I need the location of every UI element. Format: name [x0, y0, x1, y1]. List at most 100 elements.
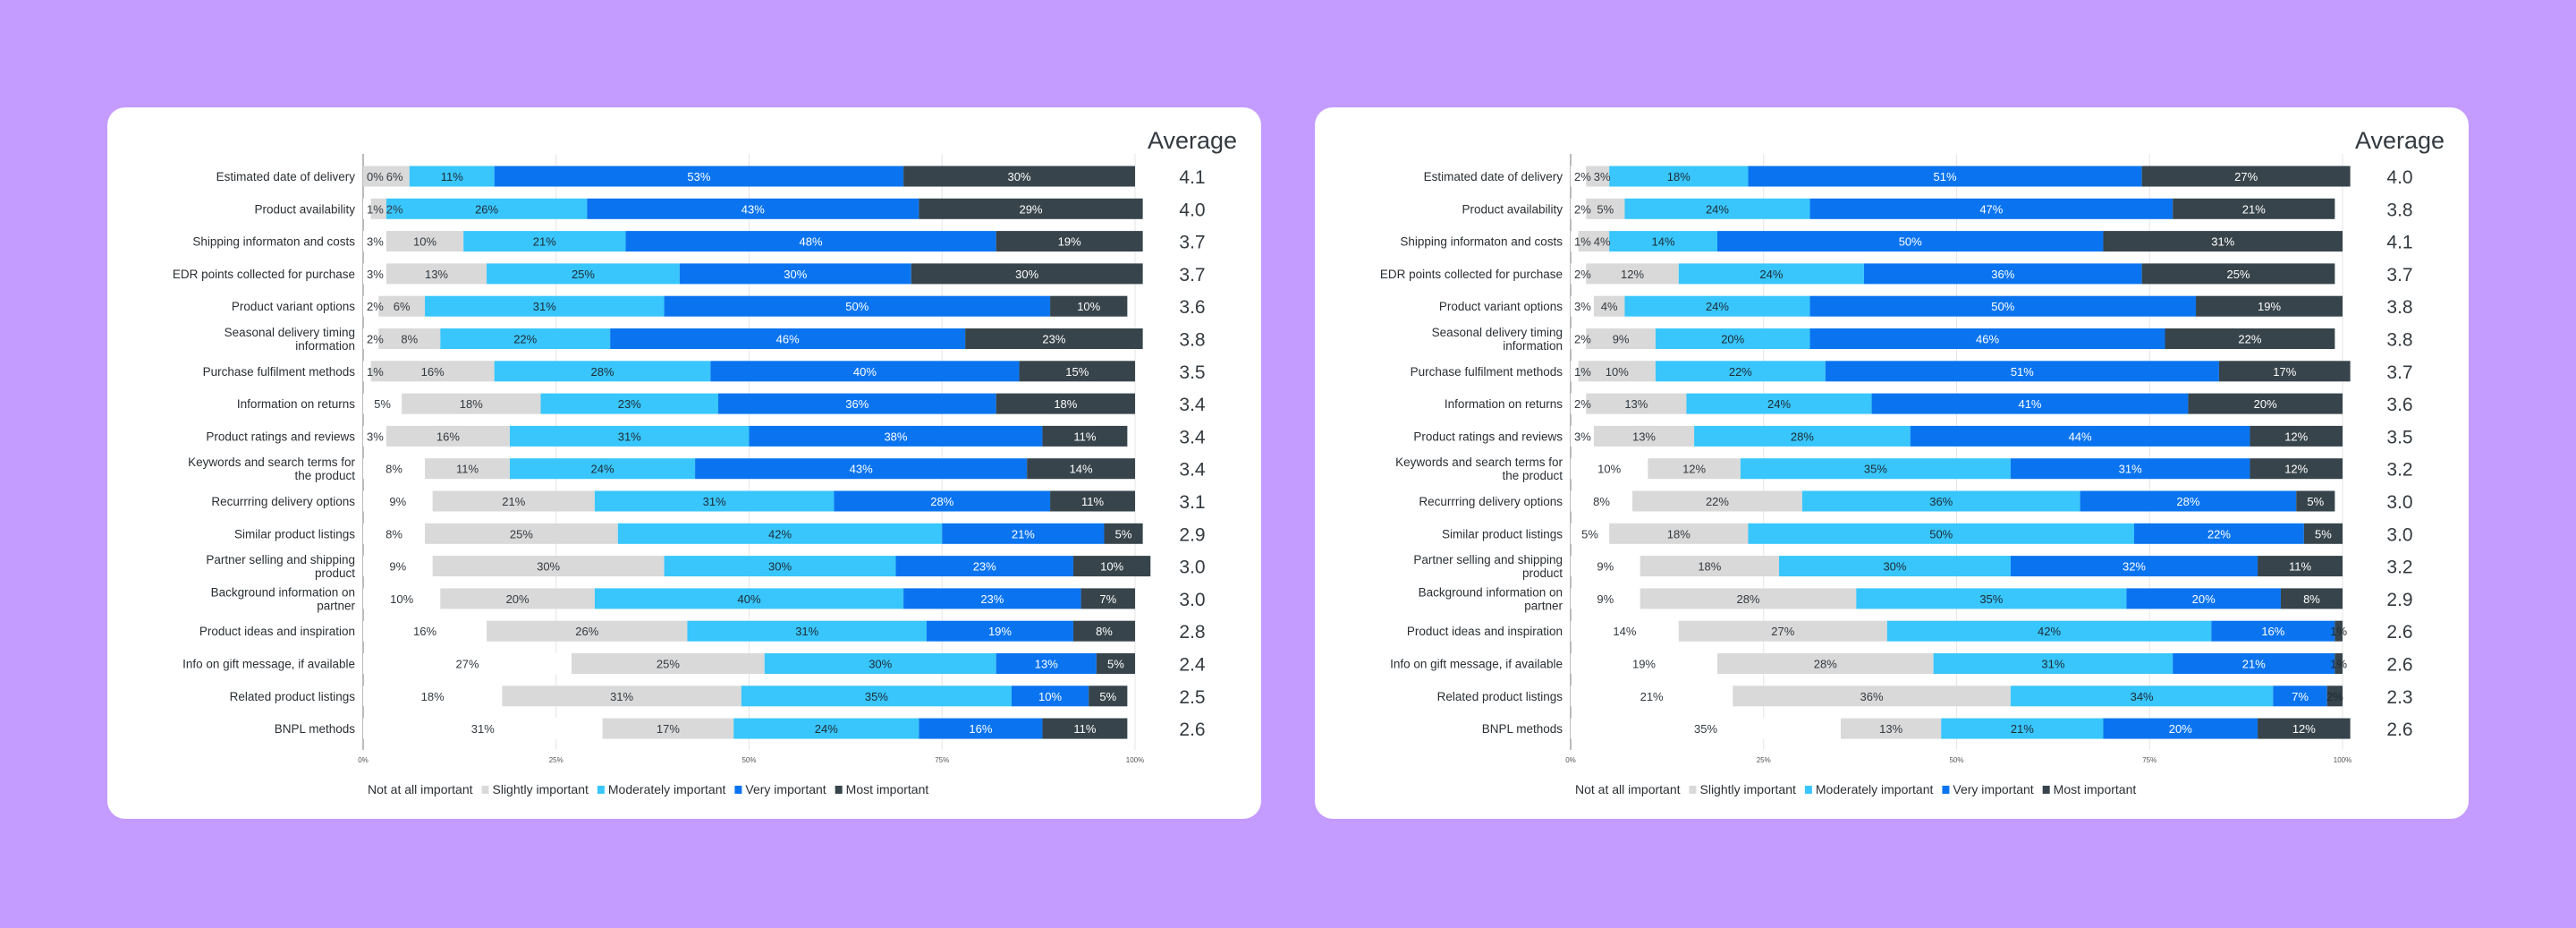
bar-segment-slightly-important	[1733, 685, 2011, 707]
average-value: 3.5	[1179, 362, 1205, 383]
average-value: 3.7	[1179, 265, 1205, 285]
data-label: 18%	[1054, 397, 1077, 411]
data-label: 2%	[1574, 202, 1591, 216]
data-label: 13%	[1632, 430, 1656, 443]
average-value: 3.0	[1179, 558, 1205, 578]
data-label: 9%	[389, 495, 406, 508]
bar-segment-slightly-important	[1586, 393, 1687, 414]
data-label: 46%	[776, 333, 800, 346]
bar-segment-most-important	[903, 166, 1135, 187]
category-label: Product variant options	[232, 300, 355, 313]
chart-card-right: 0% 25% 50% 75% 100% Average Estimated date of …	[1315, 107, 2469, 819]
bar-segment-most-important	[2141, 263, 2335, 285]
data-label: 8%	[1096, 625, 1113, 638]
x-tick-label: 25%	[549, 756, 564, 764]
data-label: 5%	[1107, 658, 1124, 671]
average-value: 2.9	[1179, 524, 1205, 545]
bar-segment-very-important	[710, 361, 1020, 382]
legend-item: Very important	[745, 782, 826, 796]
data-label: 3%	[1574, 430, 1591, 443]
data-label: 43%	[741, 202, 765, 216]
data-label: 21%	[1012, 527, 1035, 541]
data-label: 24%	[1706, 300, 1729, 313]
bar-segment-not-at-all-important	[363, 556, 433, 577]
data-label: 12%	[1682, 463, 1706, 476]
bar-segment-slightly-important	[370, 361, 495, 382]
bar-segment-very-important	[625, 231, 996, 252]
data-label: 25%	[2226, 268, 2250, 281]
x-tick-label: 75%	[2142, 756, 2157, 764]
bar-segment-moderately-important	[1933, 653, 2174, 674]
bar-segment-moderately-important	[1748, 523, 2134, 544]
bar-segment-not-at-all-important	[1571, 588, 1640, 609]
bar-segment-moderately-important	[494, 361, 711, 382]
bar-segment-moderately-important	[509, 458, 696, 480]
category-label: Keywords and search terms for the product	[188, 455, 355, 482]
bar-segment-not-at-all-important	[363, 523, 426, 544]
data-label: 8%	[2303, 592, 2320, 606]
bar-segment-very-important	[903, 588, 1081, 609]
bar-segment-slightly-important	[363, 166, 410, 187]
bar-segment-moderately-important	[687, 620, 927, 642]
bar-segment-slightly-important	[402, 393, 541, 414]
data-label: 24%	[1767, 397, 1791, 411]
data-label: 3%	[367, 268, 384, 281]
category-label: Product ratings and reviews	[206, 430, 355, 443]
data-label: 40%	[853, 365, 877, 379]
bar-segment-slightly-important	[1640, 588, 1857, 609]
category-label: Purchase fulfilment methods	[1411, 365, 1563, 379]
bar-segment-not-at-all-important	[1571, 425, 1594, 447]
data-label: 30%	[869, 658, 892, 671]
average-value: 2.6	[2386, 655, 2412, 676]
bar-segment-very-important	[919, 718, 1043, 739]
data-label: 6%	[394, 300, 411, 313]
data-label: 21%	[2011, 722, 2034, 736]
data-label: 2%	[1574, 268, 1591, 281]
bar-segment-slightly-important	[1632, 490, 1802, 512]
bar-segment-slightly-important	[378, 328, 441, 349]
bar-segment-slightly-important	[425, 458, 510, 480]
bar-segment-moderately-important	[1694, 425, 1911, 447]
data-label: 12%	[1621, 268, 1644, 281]
bar-segment-most-important	[2141, 166, 2351, 187]
data-label: 3%	[367, 430, 384, 443]
average-value: 3.8	[1179, 330, 1205, 351]
data-label: 36%	[1991, 268, 2014, 281]
data-label: 19%	[988, 625, 1012, 638]
bar-segment-very-important	[1871, 393, 2189, 414]
data-label: 50%	[1899, 235, 1922, 249]
data-label: 11%	[1081, 495, 1104, 508]
bar-segment-not-at-all-important	[363, 718, 603, 739]
data-label: 5%	[374, 397, 391, 411]
data-label: 36%	[1860, 690, 1884, 703]
bar-segment-not-at-all-important	[363, 295, 379, 317]
data-label: 12%	[2284, 430, 2308, 443]
data-label: 11%	[456, 463, 479, 476]
bar-segment-moderately-important	[1779, 556, 2011, 577]
bar-segment-most-important	[2250, 425, 2343, 447]
data-label: 9%	[389, 560, 406, 574]
bar-segment-slightly-important	[487, 620, 688, 642]
data-label: 18%	[1667, 170, 1690, 183]
legend-item: Very important	[1953, 782, 2033, 796]
data-label: 19%	[1632, 658, 1656, 671]
bar-segment-not-at-all-important	[363, 458, 426, 480]
bar-segment-slightly-important	[1640, 556, 1780, 577]
category-label: Seasonal delivery timing information	[225, 326, 355, 353]
bar-segment-most-important	[2250, 458, 2343, 480]
data-label: 4%	[1601, 300, 1618, 313]
bar-segment-moderately-important	[594, 588, 904, 609]
x-tick-label: 100%	[1126, 756, 1144, 764]
bar-segment-very-important	[610, 328, 966, 349]
average-value: 3.7	[2386, 265, 2412, 285]
bar-segment-not-at-all-important	[1571, 393, 1587, 414]
category-label: Background information on partner	[211, 585, 356, 612]
bar-segment-not-at-all-important	[363, 361, 371, 382]
bar-segment-very-important	[587, 198, 919, 219]
category-label: Related product listings	[230, 690, 356, 703]
data-label: 16%	[421, 365, 445, 379]
average-value: 3.8	[2386, 200, 2412, 220]
average-value: 3.0	[2386, 492, 2412, 513]
bar-segment-moderately-important	[1941, 718, 2104, 739]
bar-segment-most-important	[1019, 361, 1135, 382]
